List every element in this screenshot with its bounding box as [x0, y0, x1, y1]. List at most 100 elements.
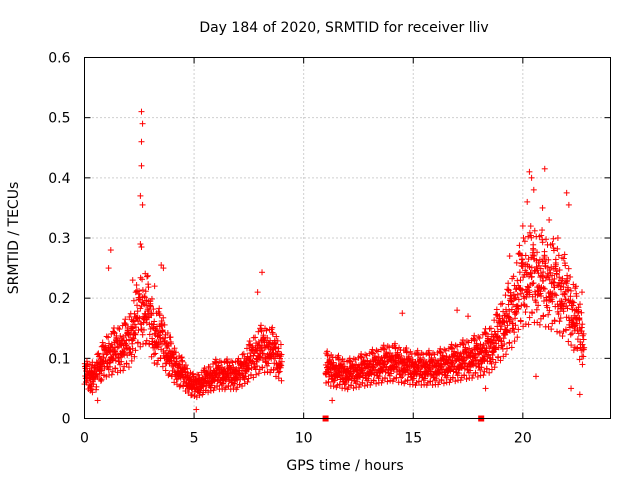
data-point — [581, 344, 588, 351]
data-point — [452, 378, 459, 385]
data-point — [438, 376, 445, 383]
data-point — [171, 345, 178, 352]
data-point — [507, 316, 514, 323]
data-point — [275, 345, 282, 352]
data-point — [128, 351, 135, 358]
data-point — [215, 374, 222, 381]
data-point — [399, 310, 406, 317]
data-point — [361, 382, 368, 389]
data-point — [376, 373, 383, 380]
data-point — [103, 333, 110, 340]
data-point — [275, 375, 282, 382]
data-point — [132, 331, 139, 338]
data-point — [530, 186, 537, 193]
data-point — [133, 324, 140, 331]
data-point — [420, 351, 427, 358]
data-point — [546, 276, 553, 283]
data-point — [123, 345, 130, 352]
data-point — [123, 360, 130, 367]
data-point — [455, 370, 462, 377]
data-point — [568, 385, 575, 392]
data-point — [548, 326, 555, 333]
data-point — [513, 309, 520, 316]
data-point — [270, 366, 277, 373]
data-point — [387, 377, 394, 384]
data-point — [144, 273, 151, 280]
data-point — [254, 289, 261, 296]
data-point — [579, 361, 586, 368]
data-point — [105, 340, 112, 347]
data-point — [129, 324, 136, 331]
x-axis-label: GPS time / hours — [286, 458, 403, 474]
data-point — [218, 359, 225, 366]
data-point — [483, 365, 490, 372]
data-point — [527, 270, 534, 277]
data-point — [415, 378, 422, 385]
data-point — [546, 216, 553, 223]
data-point — [443, 353, 450, 360]
data-point — [564, 305, 571, 312]
data-point — [580, 353, 587, 360]
data-point — [150, 321, 157, 328]
x-tick-label: 10 — [295, 431, 313, 447]
x-tick-label: 0 — [80, 431, 89, 447]
data-point — [525, 321, 532, 328]
data-point — [555, 252, 562, 259]
data-point — [516, 269, 523, 276]
data-point — [353, 361, 360, 368]
data-point — [374, 348, 381, 355]
data-point — [552, 265, 559, 272]
data-point — [564, 272, 571, 279]
data-point — [497, 357, 504, 364]
data-point — [535, 270, 542, 277]
data-point — [482, 385, 489, 392]
data-point — [259, 269, 266, 276]
data-point — [355, 362, 362, 369]
data-point — [446, 379, 453, 386]
data-point — [474, 351, 481, 358]
data-point — [105, 334, 112, 341]
data-point — [535, 259, 542, 266]
data-point — [526, 229, 533, 236]
data-point — [545, 311, 552, 318]
data-point — [255, 370, 262, 377]
data-point — [278, 358, 285, 365]
data-point — [556, 329, 563, 336]
data-point — [274, 337, 281, 344]
data-point — [519, 222, 526, 229]
data-point — [403, 349, 410, 356]
plot-frame — [84, 57, 611, 419]
data-point — [541, 248, 548, 255]
data-point — [367, 358, 374, 365]
tick-labels: 0 5 10 15 20 0 0.1 0.2 0.3 0.4 0.5 0.6 — [48, 51, 532, 447]
data-point — [378, 354, 385, 361]
data-point — [359, 379, 366, 386]
data-point — [180, 382, 187, 389]
data-point — [105, 265, 112, 272]
data-point — [510, 273, 517, 280]
data-point — [146, 340, 153, 347]
data-point — [556, 274, 563, 281]
data-point — [560, 284, 567, 291]
data-point — [239, 383, 246, 390]
data-point — [454, 307, 461, 314]
data-point — [552, 256, 559, 263]
data-point — [98, 343, 105, 350]
data-point — [565, 201, 572, 208]
data-point — [549, 298, 556, 305]
data-point — [151, 283, 158, 290]
data-point — [140, 326, 147, 333]
data-point — [562, 262, 569, 269]
data-point — [107, 363, 114, 370]
data-point — [176, 361, 183, 368]
data-point — [576, 391, 583, 398]
data-point — [550, 280, 557, 287]
data-point — [564, 277, 571, 284]
data-point — [561, 251, 568, 258]
data-point — [504, 322, 511, 329]
data-point — [542, 274, 549, 281]
data-point — [327, 369, 334, 376]
data-point — [324, 352, 331, 359]
data-point — [435, 381, 442, 388]
data-point — [454, 343, 461, 350]
